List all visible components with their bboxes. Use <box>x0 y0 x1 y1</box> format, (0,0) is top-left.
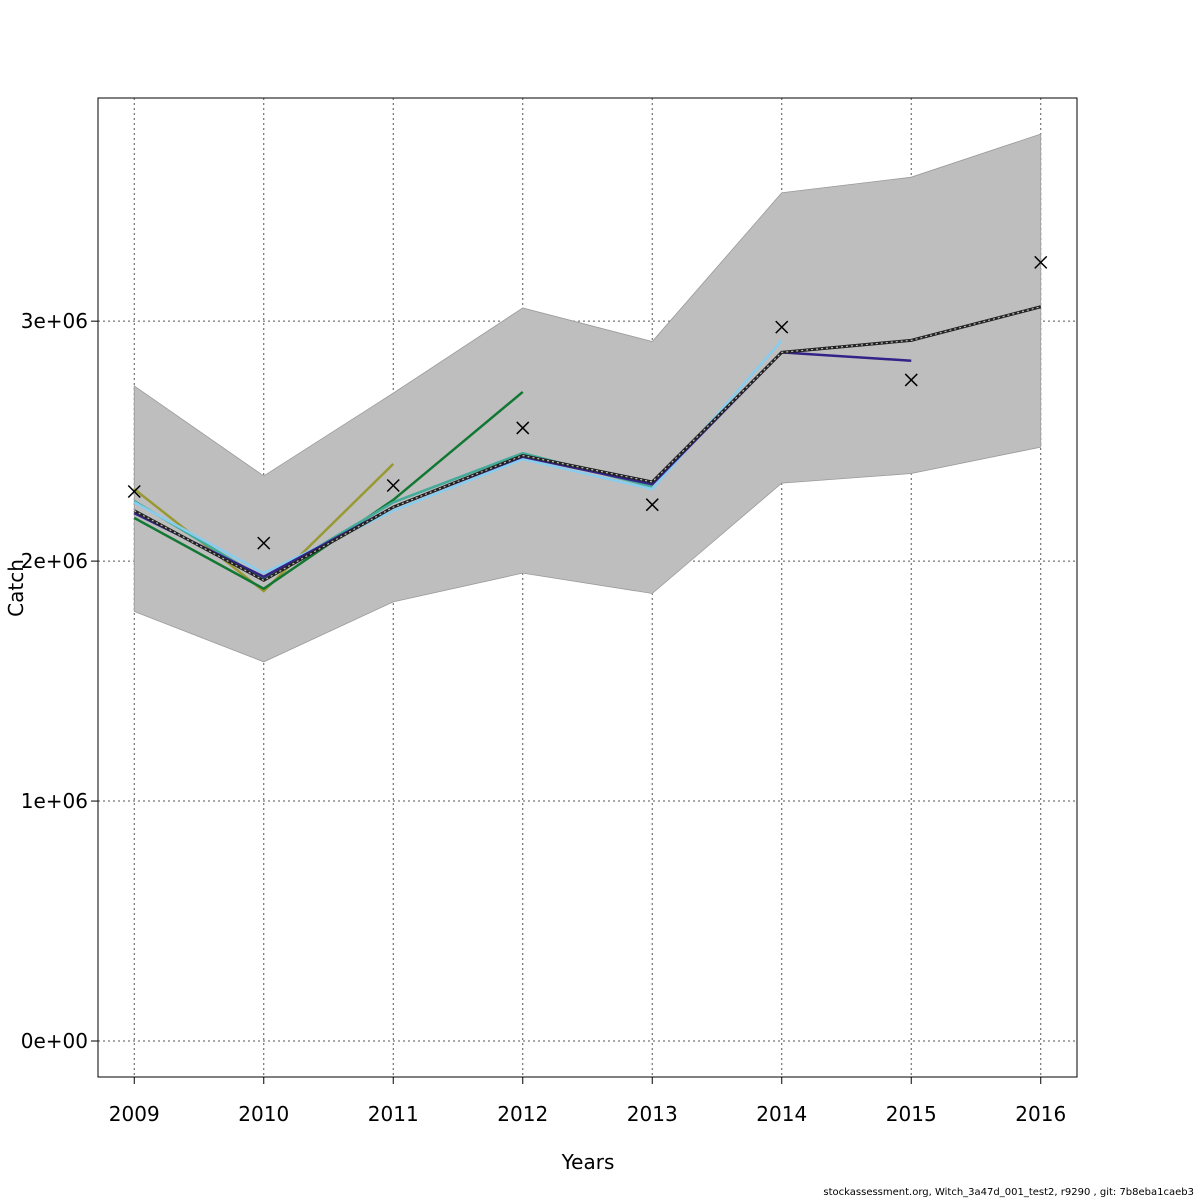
y-tick-label: 2e+06 <box>21 549 88 573</box>
y-axis-label: Catch <box>4 559 28 617</box>
x-tick-label: 2009 <box>109 1102 160 1126</box>
x-tick-label: 2016 <box>1015 1102 1066 1126</box>
plot-frame <box>97 97 1078 1078</box>
x-axis-label: Years <box>561 1150 615 1174</box>
x-tick-label: 2010 <box>238 1102 289 1126</box>
y-tick-label: 1e+06 <box>21 789 88 813</box>
observed-point <box>257 536 271 550</box>
observed-point <box>1034 255 1048 269</box>
series-lines <box>133 305 1042 593</box>
observed-point <box>127 484 141 499</box>
x-tick-label: 2012 <box>497 1102 548 1126</box>
y-tick-label: 0e+00 <box>21 1029 88 1053</box>
y-axis: 0e+00 1e+06 2e+06 3e+06 <box>21 309 98 1053</box>
retro-series-line-1 <box>133 463 395 593</box>
confidence-band-area <box>133 133 1042 663</box>
x-tick-label: 2015 <box>886 1102 937 1126</box>
observed-point <box>904 373 918 387</box>
observed-point <box>645 498 659 512</box>
observed-point <box>775 320 789 334</box>
confidence-band <box>133 133 1042 663</box>
estimate-line-dots <box>133 306 1041 581</box>
x-tick-label: 2013 <box>627 1102 678 1126</box>
observed-point <box>516 421 530 435</box>
footer-credit: stockassessment.org, Witch_3a47d_001_tes… <box>823 1187 1194 1198</box>
x-tick-label: 2014 <box>756 1102 807 1126</box>
y-tick-label: 3e+06 <box>21 309 88 333</box>
retro-series-line-4 <box>133 339 783 575</box>
observed-points <box>127 255 1048 550</box>
observed-point <box>386 478 400 493</box>
x-axis: 2009 2010 2011 2012 2013 2014 2015 2016 <box>109 1077 1066 1126</box>
x-tick-label: 2011 <box>368 1102 419 1126</box>
